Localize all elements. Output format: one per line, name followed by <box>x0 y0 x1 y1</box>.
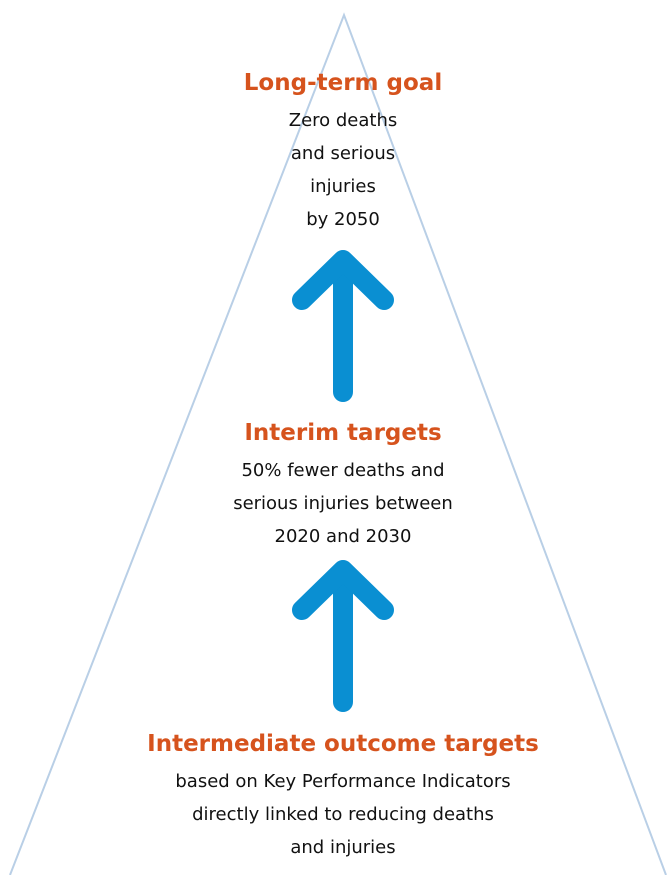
level-title: Intermediate outcome targets <box>147 731 539 757</box>
level-text: 50% fewer deaths and <box>241 460 444 481</box>
level-text: directly linked to reducing deaths <box>192 804 494 825</box>
level-text: and serious <box>291 143 395 164</box>
level-text: Zero deaths <box>289 110 398 131</box>
level-text: based on Key Performance Indicators <box>175 771 510 792</box>
level-text: by 2050 <box>306 209 380 230</box>
level-text: serious injuries between <box>233 493 453 514</box>
pyramid-outline <box>9 12 667 875</box>
level-title: Interim targets <box>244 420 441 446</box>
level-text: 2020 and 2030 <box>275 526 412 547</box>
level-title: Long-term goal <box>244 70 442 96</box>
arrow <box>292 250 394 402</box>
level-texts: Long-term goal Zero deaths and serious inju… <box>147 70 539 858</box>
arrow <box>292 560 394 712</box>
level-text: and injuries <box>290 837 395 858</box>
level-text: injuries <box>310 176 376 197</box>
